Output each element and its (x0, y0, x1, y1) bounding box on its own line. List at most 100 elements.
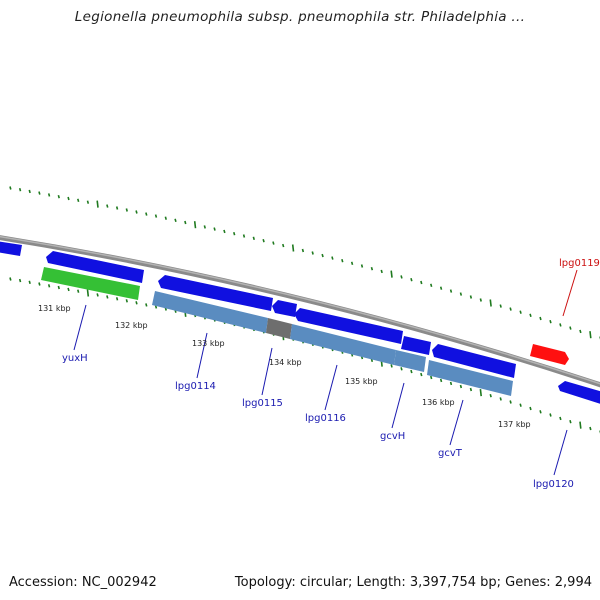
scale-tick-minor (529, 406, 532, 411)
scale-tick-major (291, 244, 295, 252)
label-leader-lines (73, 269, 578, 476)
scale-tick-minor (519, 310, 522, 314)
scale-tick-minor (28, 280, 31, 285)
scale-tick-minor (252, 236, 255, 241)
genome-backbone-shine (0, 235, 600, 385)
gene-label-gcvH[interactable]: gcvH (380, 431, 405, 442)
scale-tick-minor (47, 284, 51, 288)
scale-tick-minor (223, 229, 226, 234)
scale-tick-major (390, 270, 393, 278)
scale-tick-minor (449, 381, 453, 386)
scale-tick-minor (539, 316, 542, 321)
scale-tick-minor (262, 238, 265, 243)
map-title: Legionella pneumophila subsp. pneumophil… (74, 9, 526, 25)
scale-tick-minor (509, 400, 512, 404)
scale-tick-minor (400, 275, 403, 279)
scale-tick-minor (341, 258, 344, 263)
gene-arrow[interactable] (394, 350, 426, 372)
scale-tick-minor (213, 227, 216, 231)
scale-tick-minor (96, 293, 99, 297)
scale-tick-major (489, 299, 492, 307)
scale-tick-minor (350, 261, 354, 266)
gene-arrow[interactable] (290, 324, 396, 365)
scale-tick-minor (569, 419, 572, 424)
scale-tick-minor (174, 218, 177, 223)
gene-arrow[interactable] (152, 291, 268, 333)
scale-tick-minor (449, 289, 453, 293)
scale-tick-minor (390, 364, 393, 368)
scale-tick-minor (242, 234, 246, 238)
scale-tick-major (589, 331, 592, 339)
gene-arrow[interactable] (294, 308, 403, 344)
scale-tick-minor (559, 416, 562, 421)
gene-label-lpg0119[interactable]: lpg0119 (559, 258, 600, 269)
gene-arrow[interactable] (272, 300, 297, 317)
gene-label-lpg0114[interactable]: lpg0114 (175, 381, 216, 392)
scale-tick-minor (321, 253, 324, 258)
scale-tick-minor (38, 191, 41, 195)
scale-tick-minor (579, 329, 582, 334)
gene-label-yuxH[interactable]: yuxH (62, 353, 88, 364)
genome-backbone (0, 235, 600, 388)
scale-tick-minor (311, 251, 314, 255)
gene-arrow[interactable] (0, 240, 22, 256)
scale-tick-minor (430, 283, 433, 288)
scale-tick-minor (9, 277, 12, 281)
gene-label-lpg0116[interactable]: lpg0116 (305, 413, 346, 424)
scale-tick-major (86, 289, 90, 297)
scale-tick-minor (439, 286, 443, 290)
scale-tick-minor (380, 269, 383, 274)
scale-tick-minor (57, 194, 60, 199)
scale-tick-minor (115, 297, 119, 301)
scale-tick-minor (145, 303, 148, 307)
scale-tick-minor (489, 393, 492, 398)
scale-tick-minor (509, 307, 512, 311)
scale-tick-minor (589, 426, 592, 431)
scale-tick-major (193, 221, 197, 229)
gene-lpg0115-arrow[interactable] (266, 318, 292, 339)
scale-tick-minor (18, 278, 22, 283)
scale-tick-minor (18, 187, 22, 192)
scale-tick-minor (430, 375, 433, 380)
gene-arrow[interactable] (46, 251, 144, 283)
scale-tick-minor (459, 384, 463, 389)
scale-tick-minor (203, 225, 206, 229)
gene-yuxH-arrow[interactable] (41, 267, 140, 300)
scale-label: 133 kbp (192, 339, 225, 348)
scale-tick-minor (57, 285, 60, 290)
scale-tick-minor (469, 295, 473, 299)
scale-tick-minor (9, 186, 12, 190)
scale-tick-minor (86, 200, 90, 204)
scale-tick-minor (479, 298, 482, 302)
scale-tick-minor (145, 212, 148, 216)
scale-label: 134 kbp (269, 358, 302, 367)
gene-arrow[interactable] (558, 381, 600, 407)
scale-tick-minor (370, 266, 374, 271)
scale-tick-minor (106, 204, 109, 208)
scale-tick-minor (233, 231, 236, 236)
scale-tick-minor (529, 313, 532, 318)
scale-tick-minor (135, 301, 138, 305)
gene-arrow[interactable] (158, 275, 273, 311)
topology-summary: Topology: circular; Length: 3,397,754 bp… (234, 575, 592, 590)
scale-label: 131 kbp (38, 304, 71, 313)
scale-tick-minor (469, 387, 473, 392)
scale-tick-major (96, 200, 99, 208)
gene-lpg0119-arrow[interactable] (530, 344, 569, 365)
gene-arrow[interactable] (432, 344, 516, 378)
scale-label: 136 kbp (422, 398, 455, 407)
scale-tick-minor (135, 210, 138, 214)
scale-tick-minor (282, 243, 285, 248)
scale-tick-minor (539, 410, 542, 414)
scale-tick-minor (67, 287, 70, 292)
gene-arrow[interactable] (427, 360, 513, 396)
gene-label-gcvT[interactable]: gcvT (438, 448, 463, 459)
gene-arrow[interactable] (401, 336, 431, 355)
gene-label-lpg0120[interactable]: lpg0120 (533, 479, 574, 490)
scale-tick-minor (549, 319, 552, 324)
gene-label-lpg0115[interactable]: lpg0115 (242, 398, 283, 409)
gene-labels: yuxH lpg0114 lpg0115 lpg0116 gcvH gcvT l… (62, 258, 600, 490)
scale-tick-minor (439, 378, 443, 383)
scale-tick-minor (47, 193, 51, 197)
